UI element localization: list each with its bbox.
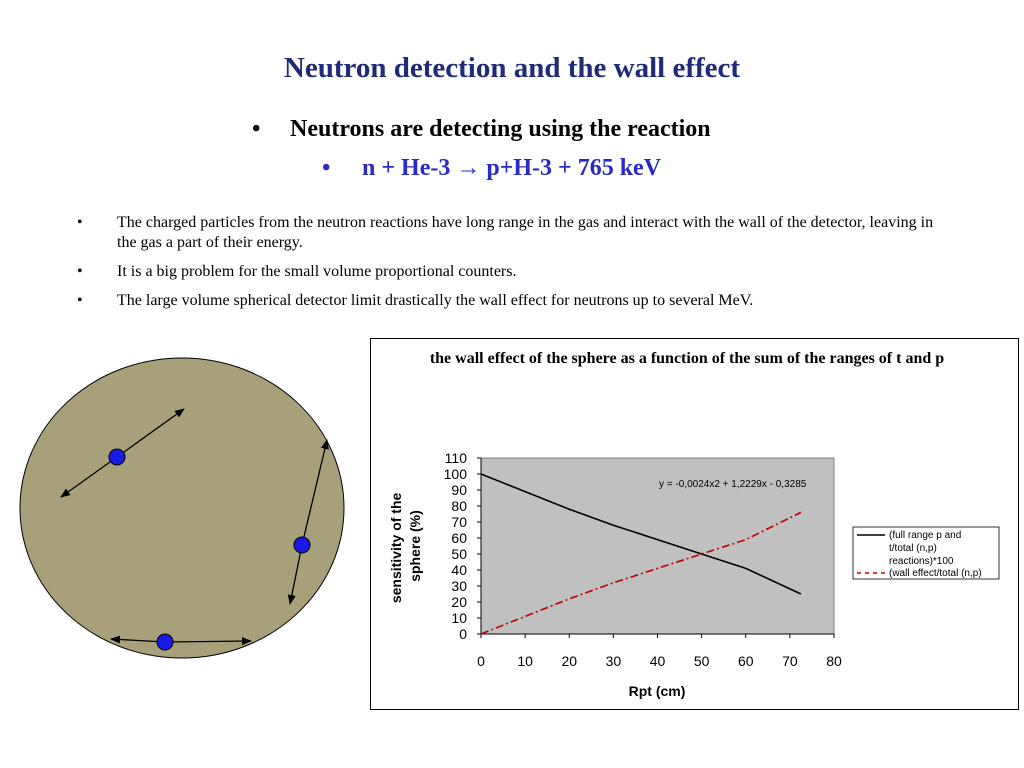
bullet-marker: • [252,116,261,142]
x-tick-label: 10 [517,653,533,669]
y-tick-label: 40 [451,562,467,578]
x-tick-label: 0 [477,653,485,669]
plot-area [480,457,835,635]
y-axis-label-line: sensitivity of the [388,492,404,603]
detector-sphere [19,357,345,659]
x-tick-label: 50 [694,653,710,669]
slide-title: Neutron detection and the wall effect [283,52,741,84]
x-axis-label: Rpt (cm) [629,683,686,699]
y-tick-label: 110 [445,450,468,466]
particle-track-arrow [110,635,166,644]
bullet-marker: • [77,263,83,280]
legend-label: (full range p and t/total (n,p) reactions)… [889,530,961,567]
series-line-1 [480,473,802,595]
y-axis-label-line: sphere (%) [407,510,423,582]
particle-track-arrow [60,456,118,498]
bullet-marker: • [77,214,83,231]
y-tick-label: 60 [451,530,467,546]
legend: (full range p and t/total (n,p) reactions)… [857,530,982,579]
reaction-point [293,536,311,554]
x-tick-label: 40 [650,653,666,669]
y-tick-label: 80 [451,498,467,514]
x-tick-label: 80 [826,653,842,669]
y-tick-label: 70 [451,514,467,530]
bullet-text: The large volume spherical detector limi… [117,292,754,309]
reaction-equation-text: n + He-3 → p+H-3 + 765 keV [362,155,662,181]
x-tick-label: 20 [561,653,577,669]
legend-label-line: (full range p and [889,530,961,541]
x-tick-label: 30 [606,653,622,669]
legend-label-line: t/total (n,p) [889,543,937,554]
reaction-point [156,633,174,651]
bullet-text: It is a big problem for the small volume… [117,263,517,280]
sphere-diagram-svg [19,357,345,659]
reaction-intro-bullet: • Neutrons are detecting using the reacti… [252,116,711,143]
reaction-point [108,448,126,466]
y-tick-label: 30 [451,578,467,594]
bullet-item: • The large volume spherical detector lim… [75,291,955,311]
y-axis-label: sensitivity of the sphere (%) [388,489,423,603]
sphere-diagram [15,355,355,665]
bullet-marker: • [77,292,83,309]
y-tick-label: 100 [444,466,468,482]
legend-label-line: reactions)*100 [889,556,954,567]
bullet-text: The charged particles from the neutron r… [117,214,934,251]
x-tick-label: 70 [782,653,798,669]
bullet-item: • The charged particles from the neutron … [75,213,955,253]
bullet-marker: • [322,155,331,181]
y-tick-label: 20 [451,594,467,610]
reaction-intro-text: Neutrons are detecting using the reactio… [290,116,711,142]
fit-equation-annotation: y = -0,0024x2 + 1,2229x - 0,3285 [659,479,807,490]
series-line-2 [480,511,802,635]
series-layer [480,473,802,635]
y-tick-label: 10 [451,610,467,626]
particle-track-arrow [287,544,303,605]
bullet-item: • It is a big problem for the small volum… [75,262,955,282]
particle-track-arrow [116,408,185,458]
legend-label: (wall effect/total (n,p) [889,568,982,579]
chart-frame: the wall effect of the sphere as a funct… [370,338,1019,710]
x-tick-label: 60 [738,653,754,669]
y-tick-label: 50 [451,546,467,562]
reaction-equation-bullet: • n + He-3 → p+H-3 + 765 keV [322,155,661,182]
x-axis: 0 10 20 30 40 50 60 70 80 [477,633,842,669]
y-tick-label: 90 [451,482,467,498]
particle-track-arrow [301,439,329,546]
y-tick-label: 0 [459,626,467,642]
particle-track-arrow [164,637,252,646]
bullet-list: • The charged particles from the neutron … [75,213,955,320]
chart-title: the wall effect of the sphere as a funct… [429,350,945,367]
